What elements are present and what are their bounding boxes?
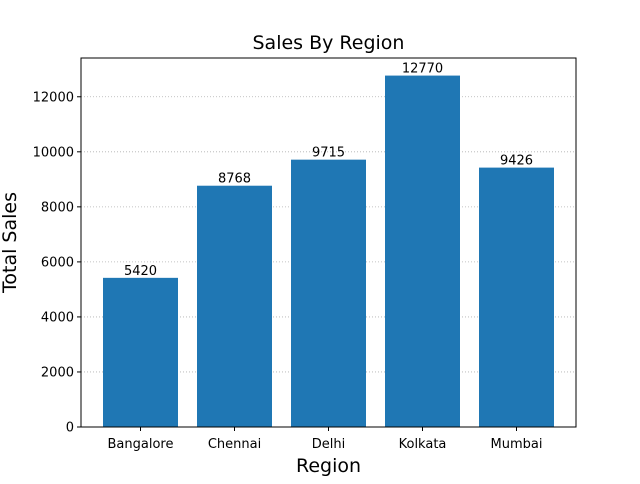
data-label-delhi: 9715 xyxy=(312,146,345,161)
chart-title: Sales By Region xyxy=(253,32,405,54)
x-tick-label-bangalore: Bangalore xyxy=(108,437,174,452)
bar-bangalore xyxy=(103,277,178,427)
bar-delhi xyxy=(291,159,366,428)
data-label-chennai: 8768 xyxy=(218,172,251,187)
data-labels: 5420 8768 9715 12770 9426 xyxy=(124,62,533,279)
x-tick-label-kolkata: Kolkata xyxy=(399,437,447,452)
bar-chennai xyxy=(197,185,272,427)
y-tick-label: 8000 xyxy=(41,200,74,215)
x-axis-ticks: Bangalore Chennai Delhi Kolkata Mumbai xyxy=(108,427,543,452)
y-tick-label: 0 xyxy=(66,421,74,436)
y-axis-label: Total Sales xyxy=(0,192,21,294)
y-axis-ticks: 0 2000 4000 6000 8000 10000 12000 xyxy=(33,90,81,436)
x-tick-label-chennai: Chennai xyxy=(208,437,261,452)
x-axis-label: Region xyxy=(296,455,361,477)
y-tick-label: 4000 xyxy=(41,310,74,325)
bar-kolkata xyxy=(385,75,460,427)
data-label-mumbai: 9426 xyxy=(500,154,533,169)
bars xyxy=(103,75,554,428)
x-tick-label-delhi: Delhi xyxy=(312,437,345,452)
y-tick-label: 10000 xyxy=(33,145,74,160)
data-label-bangalore: 5420 xyxy=(124,264,157,279)
y-tick-label: 6000 xyxy=(41,255,74,270)
x-tick-label-mumbai: Mumbai xyxy=(491,437,543,452)
data-label-kolkata: 12770 xyxy=(402,62,443,77)
y-tick-label: 2000 xyxy=(41,365,74,380)
bar-mumbai xyxy=(479,167,554,428)
y-tick-label: 12000 xyxy=(33,90,74,105)
